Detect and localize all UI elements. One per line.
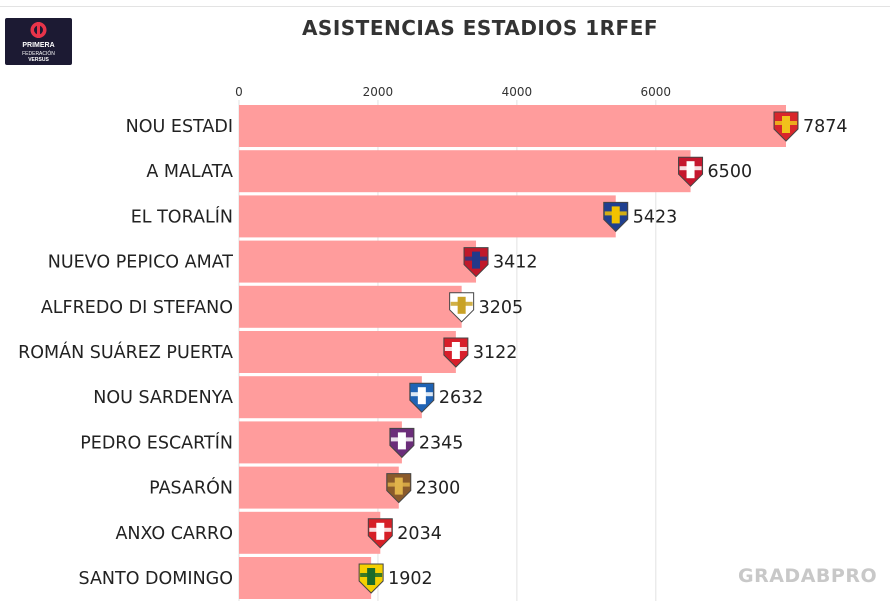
club-crest-red-white-stripes-icon xyxy=(367,518,393,549)
bar xyxy=(239,331,456,373)
value-label: 3205 xyxy=(479,298,524,318)
value-label: 2345 xyxy=(419,433,464,453)
club-crest-red-white-icon xyxy=(678,156,704,187)
value-label: 3412 xyxy=(493,253,538,273)
club-crest-blue-yellow-icon xyxy=(603,201,629,233)
bar xyxy=(239,557,372,599)
club-crest-blue-white-stripes-icon xyxy=(409,382,435,413)
league-logo: PRIMERA FEDERACIÓN VERSUS xyxy=(5,18,72,65)
club-crest-red-yellow-stripes-icon xyxy=(773,111,799,142)
value-label: 2632 xyxy=(439,388,484,408)
bar xyxy=(239,285,462,328)
bar xyxy=(239,376,422,419)
category-label: ANXO CARRO xyxy=(115,524,233,544)
x-tick-label: 6000 xyxy=(641,85,672,99)
club-crest-purple-white-icon xyxy=(389,427,415,459)
league-logo-icon xyxy=(30,22,47,38)
category-label: SANTO DOMINGO xyxy=(79,569,233,589)
bar xyxy=(239,511,381,554)
logo-line-2: FEDERACIÓN xyxy=(22,51,55,57)
logo-line-3: VERSUS xyxy=(28,57,49,63)
category-label: NOU SARDENYA xyxy=(93,388,233,408)
x-tick-label: 2000 xyxy=(363,85,394,99)
logo-line-1: PRIMERA xyxy=(22,42,55,49)
value-label: 6500 xyxy=(708,162,753,182)
category-label: PEDRO ESCARTÍN xyxy=(80,431,233,453)
club-crest-red-white-castle-icon xyxy=(443,337,469,368)
category-label: A MALATA xyxy=(146,162,233,182)
value-label: 2300 xyxy=(416,479,461,499)
chart-title: ASISTENCIAS ESTADIOS 1RFEF xyxy=(301,16,659,40)
category-label: NUEVO PEPICO AMAT xyxy=(48,253,234,273)
value-label: 1902 xyxy=(388,569,433,589)
watermark: GRADABPRO xyxy=(738,565,878,587)
category-label: NOU ESTADI xyxy=(126,117,233,137)
value-label: 7874 xyxy=(803,117,848,137)
category-label: ROMÁN SUÁREZ PUERTA xyxy=(18,341,233,363)
bar xyxy=(239,150,691,193)
bar xyxy=(239,240,477,283)
bar xyxy=(239,105,786,147)
category-label: ALFREDO DI STEFANO xyxy=(41,298,233,318)
club-crest-red-blue-stripes-icon xyxy=(463,247,489,278)
top-divider xyxy=(0,6,890,7)
category-label: PASARÓN xyxy=(149,477,233,499)
x-tick-label: 4000 xyxy=(502,85,533,99)
x-tick-label: 0 xyxy=(235,85,243,99)
bar xyxy=(239,421,402,464)
value-label: 2034 xyxy=(397,524,442,544)
club-crest-yellow-green-icon xyxy=(358,563,384,594)
club-crest-white-gold-icon xyxy=(449,292,475,323)
bar xyxy=(239,195,616,238)
club-crest-brown-gold-icon xyxy=(386,473,412,504)
value-label: 3122 xyxy=(473,343,518,363)
value-label: 5423 xyxy=(633,207,678,227)
category-label: EL TORALÍN xyxy=(131,205,233,227)
bar xyxy=(239,466,399,509)
